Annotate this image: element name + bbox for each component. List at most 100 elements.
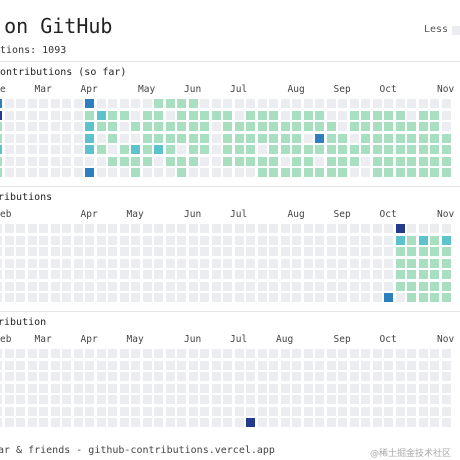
contribution-day[interactable] <box>257 145 267 154</box>
contribution-day[interactable] <box>246 168 255 177</box>
contribution-day[interactable] <box>50 247 60 256</box>
contribution-day[interactable] <box>441 168 451 177</box>
contribution-day[interactable] <box>211 360 221 370</box>
contribution-day[interactable] <box>349 99 359 108</box>
contribution-day[interactable] <box>211 418 221 427</box>
contribution-day[interactable] <box>407 247 416 256</box>
contribution-day[interactable] <box>211 168 221 177</box>
contribution-day[interactable] <box>96 406 106 416</box>
contribution-day[interactable] <box>246 235 255 245</box>
contribution-day[interactable] <box>441 99 451 108</box>
contribution-day[interactable] <box>177 247 186 256</box>
contribution-day[interactable] <box>142 281 152 291</box>
contribution-day[interactable] <box>62 235 71 245</box>
contribution-day[interactable] <box>326 133 336 143</box>
contribution-day[interactable] <box>269 224 278 233</box>
contribution-day[interactable] <box>338 281 347 291</box>
contribution-day[interactable] <box>280 156 290 166</box>
contribution-day[interactable] <box>315 360 324 370</box>
contribution-day[interactable] <box>165 406 175 416</box>
contribution-day[interactable] <box>211 235 221 245</box>
contribution-day[interactable] <box>50 360 60 370</box>
contribution-day[interactable] <box>234 360 244 370</box>
contribution-day[interactable] <box>441 360 451 370</box>
contribution-day[interactable] <box>142 145 152 154</box>
contribution-day[interactable] <box>96 418 106 427</box>
contribution-day[interactable] <box>384 145 393 154</box>
contribution-day[interactable] <box>62 133 71 143</box>
contribution-day[interactable] <box>257 349 267 358</box>
contribution-day[interactable] <box>315 168 324 177</box>
contribution-day[interactable] <box>211 99 221 108</box>
contribution-day[interactable] <box>27 293 37 302</box>
contribution-day[interactable] <box>326 122 336 131</box>
contribution-day[interactable] <box>142 293 152 302</box>
contribution-day[interactable] <box>361 372 370 381</box>
contribution-day[interactable] <box>292 99 301 108</box>
contribution-day[interactable] <box>234 110 244 120</box>
contribution-day[interactable] <box>50 372 60 381</box>
contribution-day[interactable] <box>326 372 336 381</box>
contribution-day[interactable] <box>361 418 370 427</box>
contribution-day[interactable] <box>384 235 393 245</box>
contribution-day[interactable] <box>407 418 416 427</box>
contribution-day[interactable] <box>200 281 209 291</box>
contribution-day[interactable] <box>154 133 163 143</box>
contribution-day[interactable] <box>292 247 301 256</box>
contribution-day[interactable] <box>257 383 267 393</box>
contribution-day[interactable] <box>384 110 393 120</box>
contribution-day[interactable] <box>108 372 117 381</box>
contribution-day[interactable] <box>441 418 451 427</box>
contribution-day[interactable] <box>165 110 175 120</box>
contribution-day[interactable] <box>39 395 48 404</box>
contribution-day[interactable] <box>39 293 48 302</box>
contribution-day[interactable] <box>430 395 439 404</box>
contribution-day[interactable] <box>292 224 301 233</box>
contribution-day[interactable] <box>154 395 163 404</box>
contribution-day[interactable] <box>395 406 405 416</box>
contribution-day[interactable] <box>131 406 140 416</box>
contribution-day[interactable] <box>131 360 140 370</box>
contribution-day[interactable] <box>96 270 106 279</box>
contribution-day[interactable] <box>303 235 313 245</box>
contribution-day[interactable] <box>165 122 175 131</box>
contribution-day[interactable] <box>131 293 140 302</box>
contribution-day[interactable] <box>430 110 439 120</box>
contribution-day[interactable] <box>50 145 60 154</box>
contribution-day[interactable] <box>234 349 244 358</box>
contribution-day[interactable] <box>4 224 14 233</box>
contribution-day[interactable] <box>188 99 198 108</box>
contribution-day[interactable] <box>142 156 152 166</box>
contribution-day[interactable] <box>142 122 152 131</box>
contribution-day[interactable] <box>246 383 255 393</box>
contribution-day[interactable] <box>269 293 278 302</box>
contribution-day[interactable] <box>73 235 83 245</box>
contribution-day[interactable] <box>315 122 324 131</box>
contribution-day[interactable] <box>246 224 255 233</box>
contribution-day[interactable] <box>73 293 83 302</box>
contribution-day[interactable] <box>338 258 347 268</box>
contribution-day[interactable] <box>418 349 428 358</box>
contribution-day[interactable] <box>200 224 209 233</box>
contribution-day[interactable] <box>384 293 393 302</box>
contribution-day[interactable] <box>50 418 60 427</box>
contribution-day[interactable] <box>211 247 221 256</box>
contribution-day[interactable] <box>177 372 186 381</box>
contribution-day[interactable] <box>257 270 267 279</box>
contribution-day[interactable] <box>108 224 117 233</box>
contribution-day[interactable] <box>188 156 198 166</box>
contribution-day[interactable] <box>395 360 405 370</box>
contribution-day[interactable] <box>96 122 106 131</box>
contribution-day[interactable] <box>234 418 244 427</box>
contribution-day[interactable] <box>338 156 347 166</box>
contribution-day[interactable] <box>349 122 359 131</box>
contribution-day[interactable] <box>131 418 140 427</box>
contribution-day[interactable] <box>361 224 370 233</box>
contribution-day[interactable] <box>165 395 175 404</box>
contribution-day[interactable] <box>315 372 324 381</box>
contribution-day[interactable] <box>418 99 428 108</box>
contribution-day[interactable] <box>372 247 382 256</box>
contribution-day[interactable] <box>0 247 2 256</box>
contribution-day[interactable] <box>0 99 2 108</box>
contribution-day[interactable] <box>292 122 301 131</box>
